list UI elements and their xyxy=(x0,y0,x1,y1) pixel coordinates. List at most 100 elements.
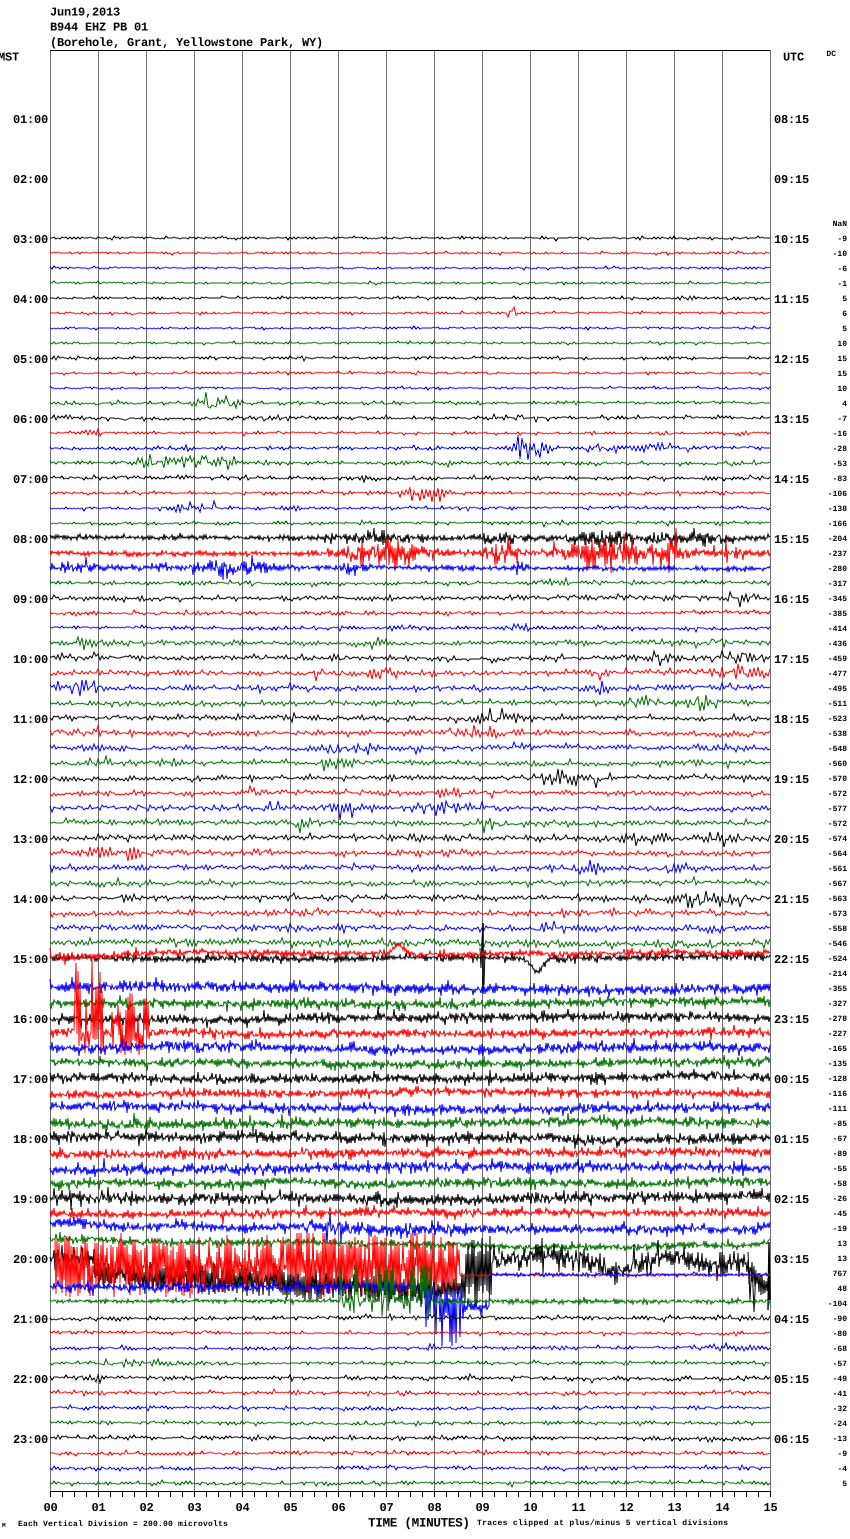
svg-text:-106: -106 xyxy=(828,490,847,499)
svg-text:NaN: NaN xyxy=(833,220,848,229)
svg-text:-345: -345 xyxy=(828,595,847,604)
svg-text:12: 12 xyxy=(619,1501,633,1515)
svg-text:-24: -24 xyxy=(833,1420,848,1429)
svg-text:-561: -561 xyxy=(828,865,847,874)
svg-text:B944 EHZ PB 01: B944 EHZ PB 01 xyxy=(50,21,148,35)
svg-text:11: 11 xyxy=(571,1501,585,1515)
svg-text:09: 09 xyxy=(475,1501,489,1515)
svg-text:UTC: UTC xyxy=(783,51,804,65)
svg-text:15: 15 xyxy=(837,370,847,379)
svg-text:-567: -567 xyxy=(828,880,847,889)
svg-text:-135: -135 xyxy=(828,1060,847,1069)
svg-text:23:15: 23:15 xyxy=(774,1013,809,1027)
svg-text:01: 01 xyxy=(91,1501,105,1515)
svg-text:19:15: 19:15 xyxy=(774,773,809,787)
svg-text:-41: -41 xyxy=(833,1390,848,1399)
svg-text:-214: -214 xyxy=(828,970,847,979)
svg-text:-385: -385 xyxy=(828,610,847,619)
svg-text:14:00: 14:00 xyxy=(13,893,48,907)
svg-text:-166: -166 xyxy=(828,520,847,529)
svg-text:-68: -68 xyxy=(833,1345,848,1354)
svg-text:-280: -280 xyxy=(828,565,847,574)
svg-text:10: 10 xyxy=(837,340,847,349)
svg-text:00:15: 00:15 xyxy=(774,1073,809,1087)
svg-text:-128: -128 xyxy=(828,1075,847,1084)
svg-text:03: 03 xyxy=(187,1501,201,1515)
svg-text:-16: -16 xyxy=(833,430,848,439)
svg-text:-1: -1 xyxy=(837,280,847,289)
svg-text:-573: -573 xyxy=(828,910,847,919)
svg-text:02:00: 02:00 xyxy=(13,173,48,187)
svg-text:-574: -574 xyxy=(828,835,847,844)
svg-text:DC: DC xyxy=(826,50,836,59)
svg-text:-80: -80 xyxy=(833,1330,848,1339)
svg-text:-116: -116 xyxy=(828,1090,847,1099)
svg-text:-459: -459 xyxy=(828,655,847,664)
svg-text:13:15: 13:15 xyxy=(774,413,809,427)
svg-text:20:15: 20:15 xyxy=(774,833,809,847)
svg-text:4: 4 xyxy=(842,400,847,409)
svg-text:09:15: 09:15 xyxy=(774,173,809,187)
svg-text:-538: -538 xyxy=(828,730,847,739)
svg-text:10:15: 10:15 xyxy=(774,233,809,247)
svg-text:Traces clipped at plus/minus 5: Traces clipped at plus/minus 5 vertical … xyxy=(477,1519,728,1528)
svg-text:-90: -90 xyxy=(833,1315,848,1324)
svg-text:21:15: 21:15 xyxy=(774,893,809,907)
svg-text:-10: -10 xyxy=(833,250,848,259)
svg-text:06:00: 06:00 xyxy=(13,413,48,427)
svg-text:-237: -237 xyxy=(828,550,847,559)
svg-text:-83: -83 xyxy=(833,475,848,484)
svg-text:-26: -26 xyxy=(833,1195,848,1204)
svg-text:17:00: 17:00 xyxy=(13,1073,48,1087)
svg-text:23:00: 23:00 xyxy=(13,1433,48,1447)
svg-text:-577: -577 xyxy=(828,805,847,814)
svg-text:07:00: 07:00 xyxy=(13,473,48,487)
svg-text:10:00: 10:00 xyxy=(13,653,48,667)
svg-text:11:00: 11:00 xyxy=(13,713,48,727)
svg-text:17:15: 17:15 xyxy=(774,653,809,667)
svg-text:09:00: 09:00 xyxy=(13,593,48,607)
svg-text:05:15: 05:15 xyxy=(774,1373,809,1387)
svg-text:22:00: 22:00 xyxy=(13,1373,48,1387)
svg-text:-477: -477 xyxy=(828,670,847,679)
svg-text:-560: -560 xyxy=(828,760,847,769)
svg-text:-49: -49 xyxy=(833,1375,848,1384)
svg-text:-19: -19 xyxy=(833,1225,848,1234)
svg-text:22:15: 22:15 xyxy=(774,953,809,967)
svg-text:MST: MST xyxy=(0,51,19,65)
svg-text:14:15: 14:15 xyxy=(774,473,809,487)
svg-text:20:00: 20:00 xyxy=(13,1253,48,1267)
svg-text:07: 07 xyxy=(379,1501,393,1515)
svg-text:-563: -563 xyxy=(828,895,847,904)
svg-text:10: 10 xyxy=(837,385,847,394)
svg-text:00: 00 xyxy=(43,1501,57,1515)
svg-text:-227: -227 xyxy=(828,1030,847,1039)
svg-text:06:15: 06:15 xyxy=(774,1433,809,1447)
svg-text:-13: -13 xyxy=(833,1435,848,1444)
svg-text:13: 13 xyxy=(837,1240,847,1249)
svg-text:12:00: 12:00 xyxy=(13,773,48,787)
svg-text:18:15: 18:15 xyxy=(774,713,809,727)
svg-text:06: 06 xyxy=(331,1501,345,1515)
svg-text:-414: -414 xyxy=(828,625,847,634)
svg-text:13:00: 13:00 xyxy=(13,833,48,847)
svg-text:10: 10 xyxy=(523,1501,537,1515)
svg-text:-6: -6 xyxy=(837,265,847,274)
svg-text:-89: -89 xyxy=(833,1150,848,1159)
svg-text:03:00: 03:00 xyxy=(13,233,48,247)
svg-text:-572: -572 xyxy=(828,820,847,829)
svg-text:13: 13 xyxy=(667,1501,681,1515)
svg-text:03:15: 03:15 xyxy=(774,1253,809,1267)
svg-text:48: 48 xyxy=(837,1285,847,1294)
svg-text:6: 6 xyxy=(842,310,847,319)
svg-text:TIME (MINUTES): TIME (MINUTES) xyxy=(368,1516,470,1531)
svg-text:-436: -436 xyxy=(828,640,847,649)
svg-text:14: 14 xyxy=(715,1501,729,1515)
svg-text:-317: -317 xyxy=(828,580,847,589)
svg-text:-138: -138 xyxy=(828,505,847,514)
svg-text:04:15: 04:15 xyxy=(774,1313,809,1327)
svg-text:12:15: 12:15 xyxy=(774,353,809,367)
svg-text:04:00: 04:00 xyxy=(13,293,48,307)
svg-text:-53: -53 xyxy=(833,460,848,469)
svg-text:5: 5 xyxy=(842,295,847,304)
